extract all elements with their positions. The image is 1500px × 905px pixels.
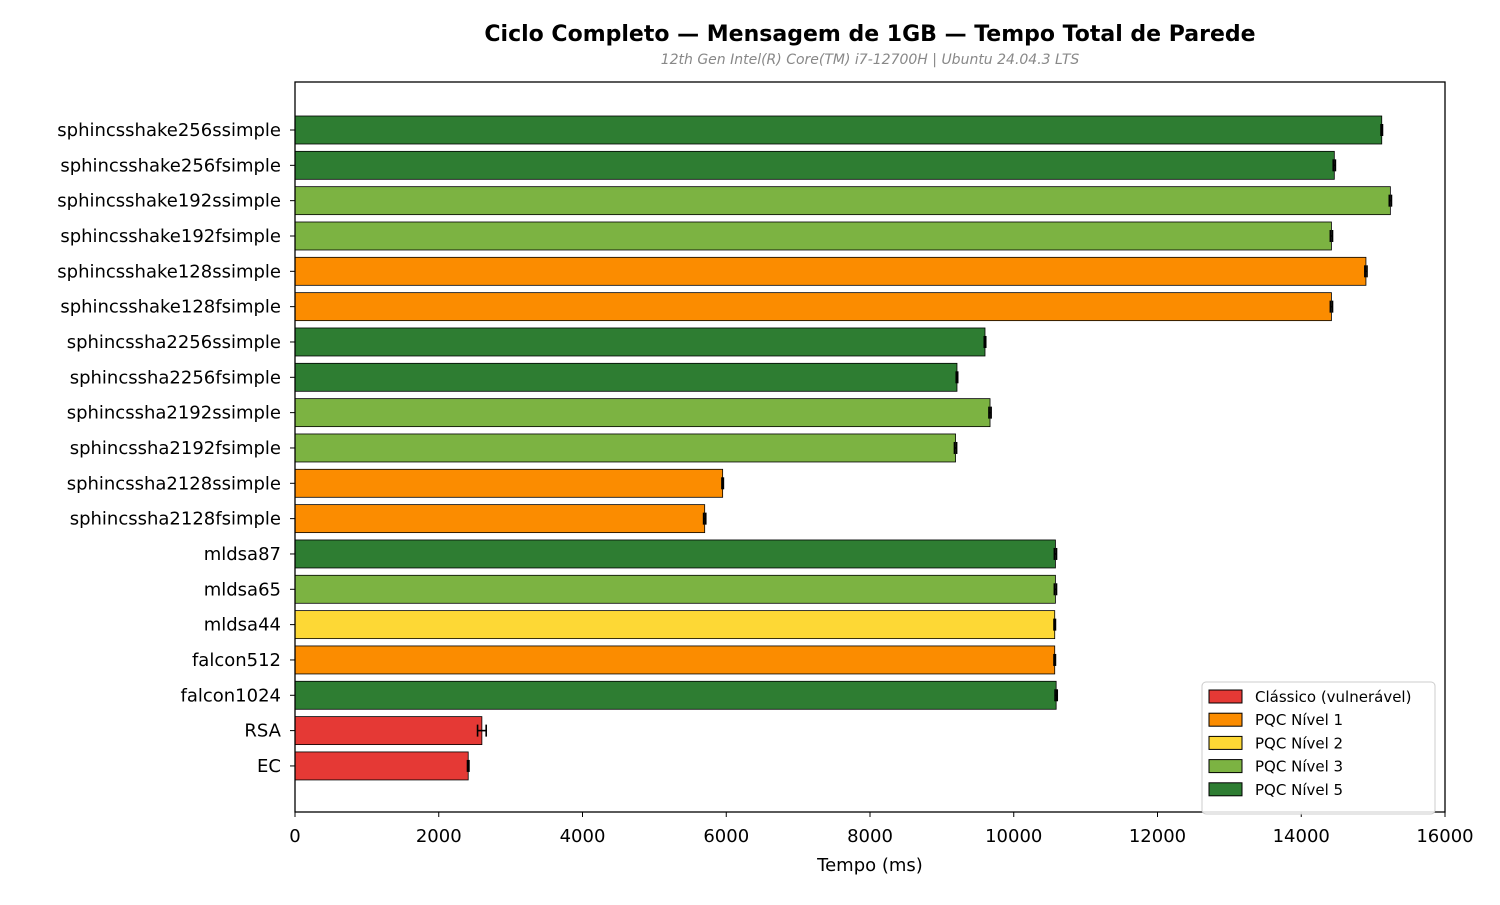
error-bar-sphincssha2256fsimple [955, 371, 959, 384]
y-tick-label: sphincssha2256ssimple [67, 332, 281, 353]
bar-sphincssha2128fsimple [294, 504, 706, 534]
legend: Clássico (vulnerável) PQC Nível 1 PQC Níve… [1201, 681, 1436, 815]
legend-item: PQC Nível 5 [1208, 781, 1343, 799]
error-bar-sphincsshake128ssimple [1364, 265, 1368, 278]
legend-item: PQC Nível 1 [1208, 711, 1343, 729]
y-tick-label: mldsa65 [204, 579, 281, 600]
bar-sphincssha2256fsimple [294, 362, 958, 392]
bars-layer [294, 115, 1391, 781]
y-tick-label: sphincssha2192ssimple [67, 403, 281, 424]
error-bar-mldsa44 [1053, 618, 1057, 631]
legend-label: PQC Nível 5 [1255, 781, 1343, 799]
legend-item: PQC Nível 3 [1208, 758, 1343, 776]
error-bar-sphincsshake192fsimple [1329, 229, 1334, 242]
error-bars-layer [466, 124, 1393, 772]
bar-sphincssha2256ssimple [294, 327, 986, 357]
y-tick-label: falcon512 [192, 650, 281, 671]
error-bar-sphincssha2128ssimple [721, 477, 725, 490]
bar-sphincsshake128fsimple [294, 292, 1332, 322]
y-tick-label: EC [257, 756, 281, 777]
y-tick-label: sphincssha2256fsimple [70, 367, 281, 388]
error-bar-EC [466, 759, 470, 772]
chart-subtitle: 12th Gen Intel(R) Core(TM) i7-12700H | U… [661, 52, 1080, 68]
bar-sphincsshake256fsimple [294, 150, 1335, 180]
error-bar-falcon512 [1053, 653, 1057, 666]
y-tick-label: falcon1024 [181, 685, 282, 706]
legend-swatch [1208, 735, 1243, 750]
error-bar-mldsa65 [1053, 583, 1058, 596]
legend-item: Clássico (vulnerável) [1208, 688, 1411, 706]
y-tick-label: sphincsshake128ssimple [57, 261, 281, 282]
bar-mldsa44 [294, 610, 1056, 640]
y-tick-label: RSA [244, 721, 281, 742]
error-bar-sphincsshake128fsimple [1329, 300, 1334, 313]
x-tick-label: 2000 [416, 826, 462, 847]
y-axis: sphincsshake256ssimple sphincsshake256fsi… [57, 120, 295, 777]
x-tick-label: 8000 [847, 826, 893, 847]
error-bar-sphincssha2192ssimple [988, 406, 992, 419]
y-tick-label: sphincsshake256ssimple [57, 120, 281, 141]
bar-falcon512 [294, 645, 1056, 675]
x-tick-label: 16000 [1416, 826, 1473, 847]
y-tick-label: mldsa87 [204, 544, 281, 565]
bar-mldsa87 [294, 539, 1056, 569]
bar-RSA [294, 716, 483, 746]
error-bar-sphincsshake256fsimple [1332, 159, 1337, 172]
y-tick-label: sphincssha2192fsimple [70, 438, 281, 459]
y-tick-label: sphincsshake192ssimple [57, 191, 281, 212]
legend-frame [1201, 681, 1436, 815]
y-tick-label: sphincssha2128ssimple [67, 473, 281, 494]
bar-sphincssha2128ssimple [294, 468, 724, 498]
x-tick-label: 6000 [703, 826, 749, 847]
legend-swatch [1208, 759, 1243, 774]
legend-label: PQC Nível 3 [1255, 758, 1343, 776]
bar-sphincssha2192fsimple [294, 433, 956, 463]
error-bar-sphincsshake192ssimple [1388, 194, 1393, 207]
legend-swatch [1208, 712, 1243, 727]
y-tick-label: sphincssha2128fsimple [70, 509, 281, 530]
bar-mldsa65 [294, 574, 1056, 604]
error-bar-mldsa87 [1053, 547, 1058, 560]
x-tick-label: 4000 [560, 826, 606, 847]
legend-label: PQC Nível 1 [1255, 711, 1343, 729]
x-tick-label: 12000 [1129, 826, 1186, 847]
bar-sphincsshake128ssimple [294, 256, 1367, 286]
y-tick-label: sphincsshake128fsimple [60, 297, 281, 318]
chart-title: Ciclo Completo — Mensagem de 1GB — Tempo… [484, 22, 1255, 47]
x-axis-label: Tempo (ms) [816, 855, 923, 876]
error-bar-RSA [476, 724, 487, 737]
bar-sphincsshake192fsimple [294, 221, 1332, 251]
error-bar-falcon1024 [1054, 689, 1059, 702]
x-tick-label: 14000 [1273, 826, 1330, 847]
legend-label: PQC Nível 2 [1255, 734, 1343, 752]
bar-sphincsshake256ssimple [294, 115, 1383, 145]
legend-swatch [1208, 782, 1243, 797]
x-tick-label: 10000 [985, 826, 1042, 847]
y-tick-label: sphincsshake256fsimple [60, 155, 281, 176]
error-bar-sphincssha2256ssimple [983, 335, 987, 348]
bar-sphincsshake192ssimple [294, 186, 1391, 216]
x-axis: 0 2000 4000 6000 8000 10000 12000 14000 16000 [289, 812, 1474, 847]
error-bar-sphincssha2192fsimple [953, 441, 958, 454]
error-bar-sphincssha2128fsimple [702, 512, 707, 525]
legend-item: PQC Nível 2 [1208, 734, 1343, 752]
y-tick-label: sphincsshake192fsimple [60, 226, 281, 247]
bar-falcon1024 [294, 680, 1057, 710]
bar-sphincssha2192ssimple [294, 398, 991, 428]
y-tick-label: mldsa44 [204, 615, 281, 636]
error-bar-sphincsshake256ssimple [1380, 124, 1384, 136]
x-tick-label: 0 [289, 826, 300, 847]
legend-label: Clássico (vulnerável) [1255, 688, 1411, 706]
bar-EC [294, 751, 469, 781]
legend-swatch [1208, 689, 1243, 704]
